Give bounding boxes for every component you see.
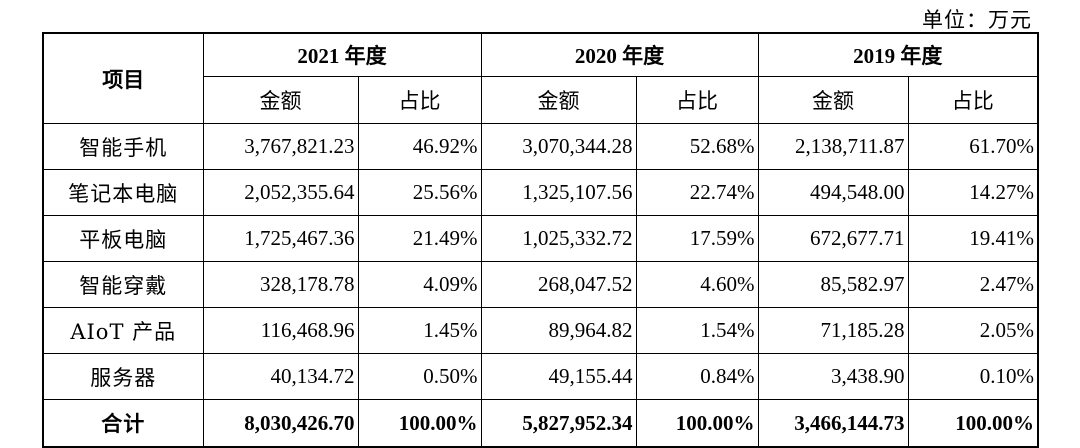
amount-2021: 116,468.96	[202, 307, 359, 354]
amount-header-2019: 金额	[757, 76, 909, 124]
amount-2020: 268,047.52	[480, 261, 637, 308]
row-name: 平板电脑	[42, 215, 204, 262]
share-2019: 2.05%	[907, 307, 1039, 354]
revenue-table: 项目 2021 年度 2020 年度 2019 年度 金额 占比 金额 占比 金…	[42, 32, 1039, 448]
table-row: 服务器 40,134.72 0.50% 49,155.44 0.84% 3,43…	[42, 353, 1039, 400]
total-share-2021: 100.00%	[357, 399, 482, 448]
amount-2021: 2,052,355.64	[202, 169, 359, 216]
share-2020: 1.54%	[635, 307, 759, 354]
amount-2021: 40,134.72	[202, 353, 359, 400]
amount-2019: 71,185.28	[757, 307, 909, 354]
row-name: AIoT 产品	[42, 307, 204, 354]
share-2020: 52.68%	[635, 123, 759, 170]
share-header-2020: 占比	[635, 76, 759, 124]
share-header-2021: 占比	[357, 76, 482, 124]
table-row: 智能穿戴 328,178.78 4.09% 268,047.52 4.60% 8…	[42, 261, 1039, 308]
share-2020: 22.74%	[635, 169, 759, 216]
table-row: 平板电脑 1,725,467.36 21.49% 1,025,332.72 17…	[42, 215, 1039, 262]
amount-2019: 2,138,711.87	[757, 123, 909, 170]
share-2021: 46.92%	[357, 123, 482, 170]
year-header-2019: 2019 年度	[757, 32, 1039, 77]
amount-2019: 85,582.97	[757, 261, 909, 308]
share-2021: 0.50%	[357, 353, 482, 400]
share-2021: 21.49%	[357, 215, 482, 262]
share-2020: 17.59%	[635, 215, 759, 262]
share-header-2019: 占比	[907, 76, 1039, 124]
amount-2020: 3,070,344.28	[480, 123, 637, 170]
amount-header-2020: 金额	[480, 76, 637, 124]
total-share-2020: 100.00%	[635, 399, 759, 448]
table-row: AIoT 产品 116,468.96 1.45% 89,964.82 1.54%…	[42, 307, 1039, 354]
share-2019: 2.47%	[907, 261, 1039, 308]
year-header-2020: 2020 年度	[480, 32, 759, 77]
row-name: 智能穿戴	[42, 261, 204, 308]
total-label: 合计	[42, 399, 204, 448]
share-2020: 4.60%	[635, 261, 759, 308]
year-header-2021: 2021 年度	[202, 32, 482, 77]
amount-2019: 494,548.00	[757, 169, 909, 216]
share-2019: 61.70%	[907, 123, 1039, 170]
amount-2020: 1,325,107.56	[480, 169, 637, 216]
amount-header-2021: 金额	[202, 76, 359, 124]
total-amount-2020: 5,827,952.34	[480, 399, 637, 448]
share-2019: 19.41%	[907, 215, 1039, 262]
amount-2020: 89,964.82	[480, 307, 637, 354]
amount-2020: 1,025,332.72	[480, 215, 637, 262]
item-header: 项目	[42, 32, 204, 124]
amount-2021: 328,178.78	[202, 261, 359, 308]
amount-2019: 672,677.71	[757, 215, 909, 262]
amount-2020: 49,155.44	[480, 353, 637, 400]
share-2021: 4.09%	[357, 261, 482, 308]
share-2021: 25.56%	[357, 169, 482, 216]
total-share-2019: 100.00%	[907, 399, 1039, 448]
amount-2021: 1,725,467.36	[202, 215, 359, 262]
total-amount-2019: 3,466,144.73	[757, 399, 909, 448]
amount-2021: 3,767,821.23	[202, 123, 359, 170]
share-2019: 14.27%	[907, 169, 1039, 216]
total-amount-2021: 8,030,426.70	[202, 399, 359, 448]
header-row-years: 项目 2021 年度 2020 年度 2019 年度	[42, 32, 1039, 124]
share-2019: 0.10%	[907, 353, 1039, 400]
table-row: 笔记本电脑 2,052,355.64 25.56% 1,325,107.56 2…	[42, 169, 1039, 216]
table-row: 智能手机 3,767,821.23 46.92% 3,070,344.28 52…	[42, 123, 1039, 170]
row-name: 服务器	[42, 353, 204, 400]
row-name: 笔记本电脑	[42, 169, 204, 216]
amount-2019: 3,438.90	[757, 353, 909, 400]
unit-label: 单位：万元	[922, 8, 1032, 32]
share-2020: 0.84%	[635, 353, 759, 400]
row-name: 智能手机	[42, 123, 204, 170]
total-row: 合计 8,030,426.70 100.00% 5,827,952.34 100…	[42, 399, 1039, 448]
share-2021: 1.45%	[357, 307, 482, 354]
